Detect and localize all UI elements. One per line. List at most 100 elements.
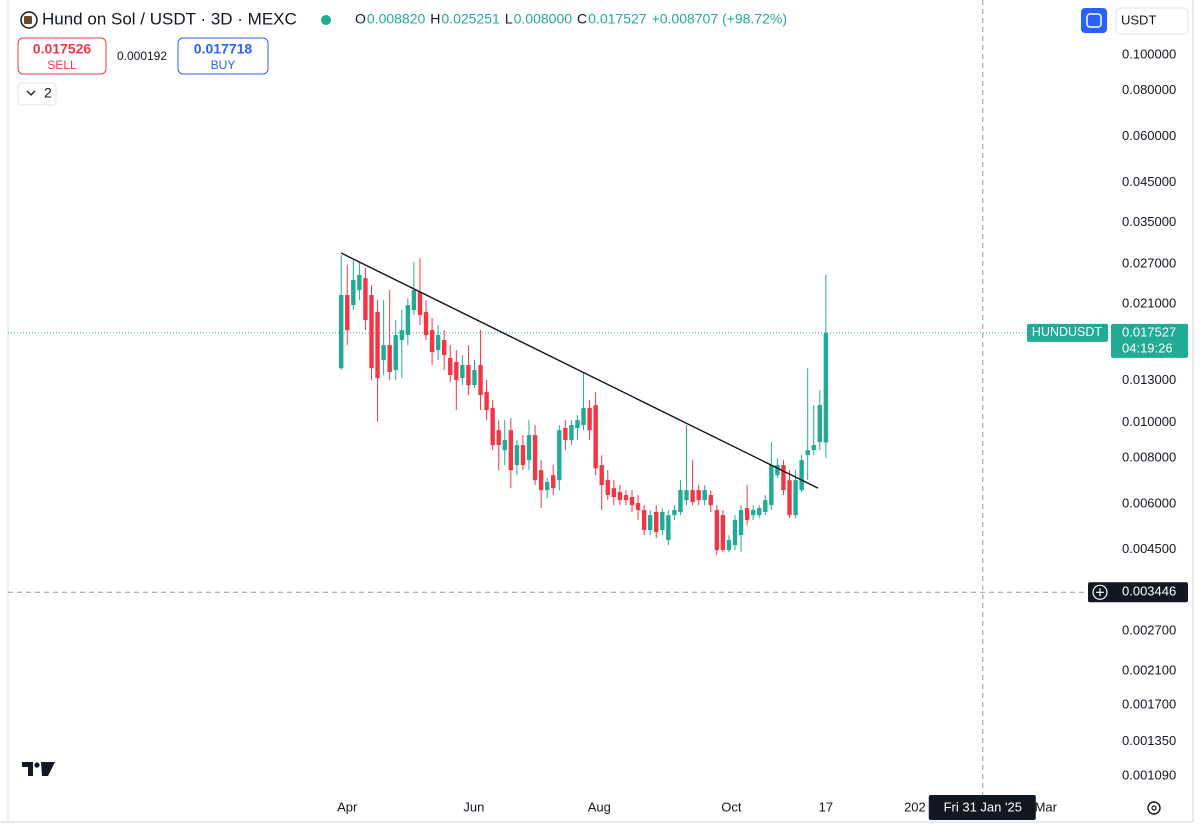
candle-body (708, 495, 713, 506)
candle-body (617, 492, 623, 501)
y-tick-label: 0.001090 (1122, 767, 1176, 782)
candle-body (393, 335, 398, 371)
y-tick-label: 0.100000 (1122, 46, 1176, 61)
candle-body (508, 430, 514, 471)
candle-body (544, 481, 550, 491)
ohlc-legend: O 0.008820 H 0.025251 L 0.008000 C 0.017527 +0.0… (355, 11, 787, 27)
candle-body (490, 408, 495, 446)
candle-body (823, 332, 829, 443)
ohlc-value: 0.008000 (514, 11, 573, 27)
ohlc-key: L (505, 11, 513, 27)
candle-body (666, 515, 671, 541)
x-tick-label: Oct (721, 799, 742, 814)
x-tick-label: Aug (588, 799, 611, 814)
candle-body (405, 305, 411, 336)
candle-body (357, 275, 362, 291)
crosshair-date-label: Fri 31 Jan '25 (944, 799, 1022, 814)
candle-body (769, 465, 774, 506)
candle-body (448, 357, 453, 376)
candle-body (635, 503, 641, 511)
candle-body (605, 480, 610, 496)
sell-button[interactable]: 0.017526 SELL (17, 37, 107, 75)
y-tick-label: 0.013000 (1122, 372, 1176, 387)
x-tick-label: Mar (1035, 799, 1058, 814)
ohlc-key: O (355, 11, 366, 27)
add-alert-icon (1092, 584, 1108, 600)
market-status-dot (321, 15, 331, 25)
sell-label: SELL (47, 58, 77, 72)
crosshair-price-label: 0.003446 (1122, 584, 1176, 599)
candle-body (738, 510, 744, 536)
candle-body (799, 460, 804, 491)
indicator-count: 2 (44, 85, 52, 101)
candle-body (514, 445, 520, 466)
candle-body (538, 470, 544, 491)
candle-body (363, 278, 368, 321)
symbol-logo (20, 11, 38, 29)
buy-button[interactable]: 0.017718 BUY (177, 37, 269, 75)
buy-label: BUY (211, 58, 236, 72)
symbol-label-bg (1027, 323, 1108, 342)
candle-body (526, 435, 532, 461)
candle-body (502, 440, 507, 451)
candle-body (411, 290, 417, 311)
candle-body (817, 405, 823, 443)
candle-body (593, 405, 598, 469)
candle-body (520, 445, 526, 466)
candle-body (611, 488, 617, 498)
y-tick-label: 0.021000 (1122, 295, 1176, 310)
last-price-label-bg (1111, 323, 1188, 358)
last-price-label: 0.017527 (1122, 324, 1176, 339)
ohlc-value: 0.025251 (441, 11, 500, 27)
candle-body (654, 512, 659, 532)
candle-body (757, 508, 762, 516)
candle-body (351, 280, 356, 306)
candle-body (672, 510, 677, 516)
y-tick-label: 0.035000 (1122, 214, 1176, 229)
candle-body (647, 515, 653, 531)
candle-body (575, 420, 580, 429)
symbol-title: Hund on Sol / USDT · 3D · MEXC (42, 9, 297, 28)
y-tick-label: 0.006000 (1122, 495, 1176, 510)
candle-body (750, 510, 756, 516)
candle-body (454, 361, 459, 380)
scale-toggle-button[interactable] (1081, 8, 1107, 33)
currency-select[interactable]: USDT (1115, 7, 1189, 35)
symbol-label: HUNDUSDT (1032, 325, 1103, 339)
ohlc-value: 0.008820 (367, 11, 426, 27)
spread: 0.000192 (117, 49, 167, 63)
candle-body (478, 365, 483, 395)
settings-button[interactable] (1147, 801, 1161, 815)
candle-body (435, 335, 441, 351)
ohlc-value: 0.017527 (588, 11, 647, 27)
y-tick-label: 0.045000 (1122, 174, 1176, 189)
sell-price: 0.017526 (33, 41, 92, 57)
candle-body (429, 330, 435, 353)
y-tick-label: 0.002100 (1122, 663, 1176, 678)
ohlc-key: C (577, 11, 587, 27)
candle-body (345, 295, 350, 331)
candle-body (696, 490, 701, 501)
candle-body (781, 465, 786, 491)
candle-body (581, 408, 586, 426)
x-tick-label: Jun (463, 799, 484, 814)
candle-body (690, 490, 695, 502)
candle-body (660, 512, 665, 531)
indicators-toggle[interactable]: 2 (17, 82, 57, 106)
x-tick-label: 17 (819, 799, 833, 814)
candle-body (387, 345, 392, 373)
y-tick-label: 0.001350 (1122, 733, 1176, 748)
y-tick-label: 0.080000 (1122, 82, 1176, 97)
add-alert-plus (1096, 588, 1104, 597)
candle-body (557, 430, 562, 481)
candle-body (399, 330, 404, 341)
candle-body (569, 425, 574, 441)
candle-body (339, 295, 344, 369)
change: +0.008707 (+98.72%) (652, 11, 787, 27)
candle-body (714, 510, 720, 551)
candle-body (587, 408, 592, 431)
candle-body (375, 312, 380, 379)
candle-body (466, 365, 471, 386)
y-tick-label: 0.008000 (1122, 449, 1176, 464)
